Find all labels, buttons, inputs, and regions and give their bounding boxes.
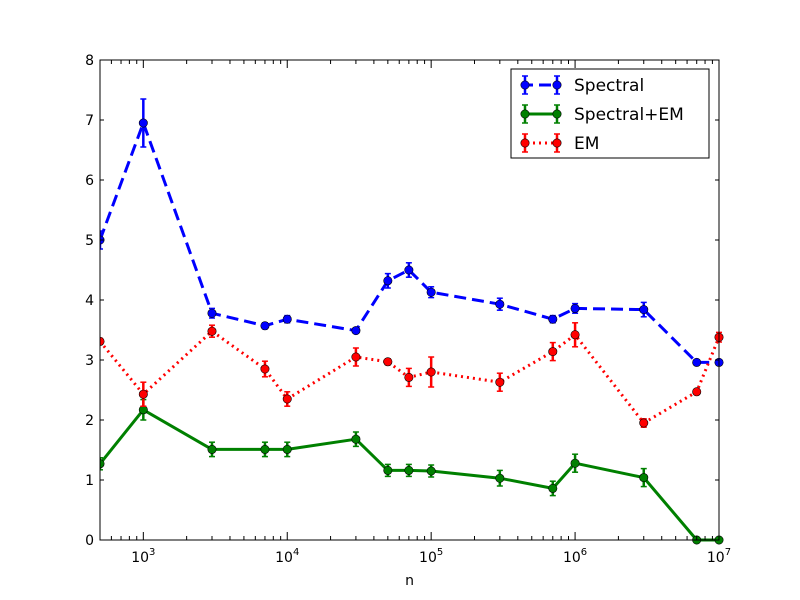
x-tick-exponent: 4: [293, 547, 299, 558]
data-point: [570, 303, 580, 313]
data-point: [383, 276, 393, 286]
data-point: [426, 287, 436, 297]
y-tick-label: 1: [85, 473, 94, 489]
legend-marker: [552, 109, 562, 119]
x-tick-exponent: 7: [725, 547, 731, 558]
legend-marker: [520, 138, 530, 148]
data-point: [207, 444, 217, 454]
data-point: [426, 367, 436, 377]
y-tick-label: 0: [85, 533, 94, 549]
data-point: [282, 314, 292, 324]
data-point: [404, 372, 414, 382]
data-point: [548, 483, 558, 493]
series-spectral: [100, 98, 724, 367]
data-point: [207, 308, 217, 318]
y-tick-label: 4: [85, 293, 94, 309]
data-point: [282, 394, 292, 404]
data-point: [692, 357, 702, 367]
y-tick-label: 6: [85, 173, 94, 189]
x-tick-label: 107: [707, 547, 731, 566]
x-axis-label: n: [405, 573, 414, 589]
data-point: [570, 458, 580, 468]
legend-marker: [520, 80, 530, 90]
data-point: [639, 473, 649, 483]
y-tick-label: 2: [85, 413, 94, 429]
data-point: [282, 444, 292, 454]
series-em: [100, 322, 724, 428]
data-point: [639, 305, 649, 315]
x-tick-exponent: 3: [149, 547, 155, 558]
data-point: [495, 299, 505, 309]
x-tick-base: 10: [131, 550, 149, 566]
data-point: [692, 387, 702, 397]
data-point: [495, 473, 505, 483]
legend-entry: Spectral: [520, 75, 644, 96]
legend-marker: [552, 138, 562, 148]
data-point: [426, 466, 436, 476]
data-point: [548, 347, 558, 357]
x-tick-label: 103: [131, 547, 155, 566]
legend-entry: EM: [520, 133, 599, 154]
x-tick-label: 104: [275, 547, 299, 566]
x-tick-label: 105: [419, 547, 443, 566]
data-point: [351, 326, 361, 336]
series-line: [100, 121, 719, 364]
data-point: [207, 326, 217, 336]
x-tick-base: 10: [419, 550, 437, 566]
data-point: [138, 118, 148, 128]
y-tick-label: 5: [85, 233, 94, 249]
legend-label: Spectral+EM: [574, 105, 684, 125]
data-point: [138, 389, 148, 399]
legend-marker: [520, 109, 530, 119]
x-tick-base: 10: [275, 550, 293, 566]
y-tick-label: 7: [85, 113, 94, 129]
legend: Spectral Spectral+EM EM: [510, 68, 710, 159]
y-tick-label: 8: [85, 53, 94, 69]
x-tick-base: 10: [563, 550, 581, 566]
x-tick-label: 106: [563, 547, 587, 566]
data-point: [351, 434, 361, 444]
data-point: [383, 465, 393, 475]
legend-label: Spectral: [574, 76, 644, 96]
data-point: [383, 357, 393, 367]
data-point: [260, 444, 270, 454]
legend-label: EM: [574, 134, 599, 154]
series-spectral-em: [100, 398, 724, 545]
data-point: [495, 377, 505, 387]
legend-marker: [552, 80, 562, 90]
series-layer: [100, 98, 724, 545]
x-tick-exponent: 6: [581, 547, 587, 558]
data-point: [404, 465, 414, 475]
data-point: [570, 330, 580, 340]
data-point: [260, 364, 270, 374]
data-point: [260, 321, 270, 331]
y-tick-label: 3: [85, 353, 94, 369]
x-tick-base: 10: [707, 550, 725, 566]
data-point: [548, 314, 558, 324]
x-tick-exponent: 5: [437, 547, 443, 558]
data-point: [351, 352, 361, 362]
data-point: [639, 418, 649, 428]
data-point: [404, 265, 414, 275]
legend-entry: Spectral+EM: [520, 104, 684, 125]
